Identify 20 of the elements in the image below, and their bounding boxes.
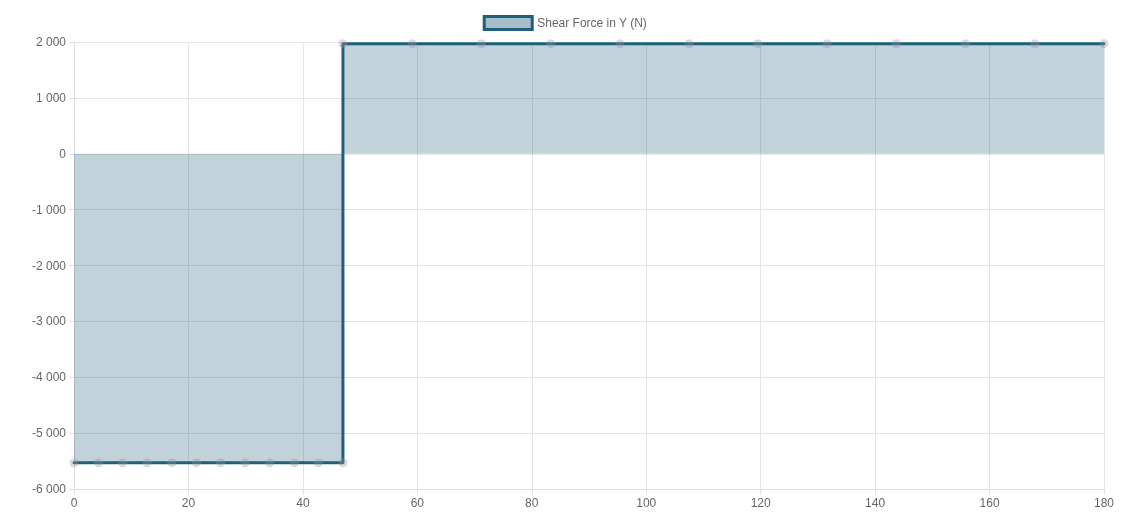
y-tick-label: 2 000	[35, 35, 67, 49]
legend-label: Shear Force in Y (N)	[537, 16, 647, 30]
x-tick-label: 140	[865, 496, 886, 510]
x-tick-label: 40	[296, 496, 310, 510]
x-tick-label: 100	[636, 496, 657, 510]
y-tick-label: -2 000	[31, 258, 67, 273]
y-tick-label: -3 000	[31, 314, 67, 329]
y-tick-label: 1 000	[35, 90, 67, 105]
x-tick-label: 180	[1093, 496, 1115, 510]
y-tick-label: -6 000	[31, 482, 67, 496]
x-tick-label: 60	[410, 496, 425, 510]
y-tick-label: -4 000	[31, 370, 67, 385]
x-tick-label: 20	[181, 496, 196, 510]
x-tick-label: 0	[70, 496, 78, 510]
y-tick-label: 0	[59, 146, 67, 161]
y-tick-label: -1 000	[31, 202, 67, 217]
y-tick-label: -5 000	[31, 426, 67, 441]
x-tick-label: 160	[979, 496, 1000, 510]
x-tick-label: 80	[525, 496, 539, 510]
x-tick-label: 120	[750, 496, 771, 510]
